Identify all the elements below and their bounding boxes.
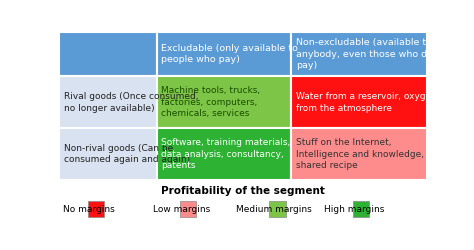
Bar: [156, 32, 292, 76]
Bar: [292, 128, 427, 180]
Text: Non-rival goods (Can be
consumed again and again): Non-rival goods (Can be consumed again a…: [64, 144, 190, 165]
Bar: [353, 201, 369, 217]
Bar: [59, 76, 156, 128]
Bar: [59, 32, 156, 76]
Text: Excludable (only available to
people who pay): Excludable (only available to people who…: [161, 44, 298, 64]
Text: Low margins: Low margins: [153, 204, 210, 214]
Bar: [88, 201, 104, 217]
Bar: [269, 201, 286, 217]
Text: Medium margins: Medium margins: [236, 204, 311, 214]
Bar: [292, 32, 427, 76]
Text: No margins: No margins: [63, 204, 115, 214]
Text: Stuff on the Internet,
Intelligence and knowledge,
shared recipe: Stuff on the Internet, Intelligence and …: [296, 138, 424, 170]
Bar: [156, 128, 292, 180]
Bar: [156, 76, 292, 128]
Text: Rival goods (Once consumed,
no longer available): Rival goods (Once consumed, no longer av…: [64, 92, 198, 112]
Text: Software, training materials,
data analysis, consultancy,
patents: Software, training materials, data analy…: [161, 138, 290, 170]
Text: High margins: High margins: [324, 204, 384, 214]
Bar: [292, 76, 427, 128]
Text: Profitability of the segment: Profitability of the segment: [161, 186, 325, 196]
Bar: [59, 128, 156, 180]
Text: Machine tools, trucks,
factories, computers,
chemicals, services: Machine tools, trucks, factories, comput…: [161, 86, 260, 118]
Text: Non-excludable (available to
anybody, even those who don't
pay): Non-excludable (available to anybody, ev…: [296, 38, 445, 70]
Bar: [180, 201, 196, 217]
Text: Water from a reservoir, oxygen
from the atmosphere: Water from a reservoir, oxygen from the …: [296, 92, 437, 112]
